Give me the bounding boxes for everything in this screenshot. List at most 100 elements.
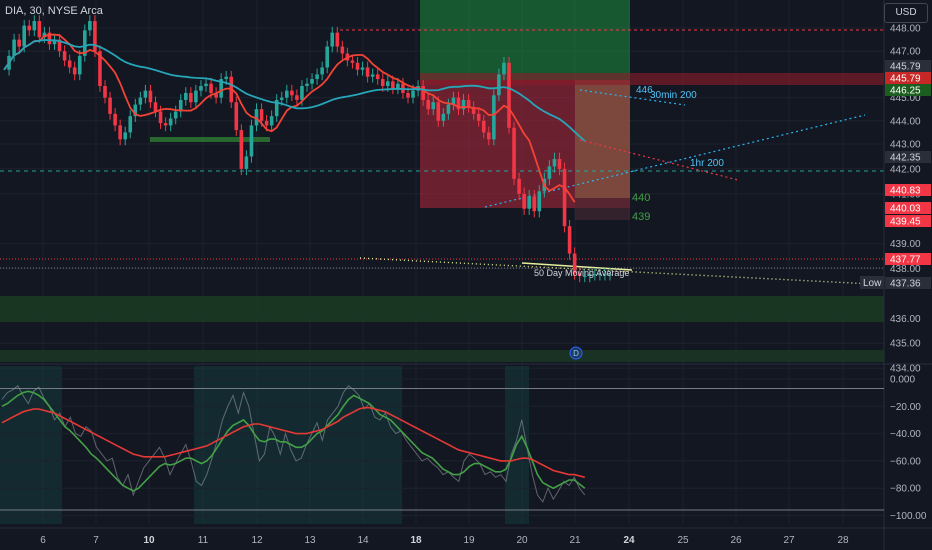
candle-body-100 xyxy=(507,62,511,128)
candle-body-54 xyxy=(274,99,279,117)
osc-band-0 xyxy=(0,366,62,524)
price-tick-1: 447.00 xyxy=(890,47,921,58)
osc-tick-0: 0.000 xyxy=(890,375,915,386)
candle-body-16 xyxy=(83,30,87,56)
price-tick-3: 444.00 xyxy=(890,116,921,127)
candle-body-18 xyxy=(93,21,97,52)
currency-button[interactable]: USD xyxy=(884,3,928,23)
time-tick-9: 20 xyxy=(516,535,528,546)
trendline-yellow xyxy=(359,257,873,285)
time-tick-6: 14 xyxy=(357,535,369,546)
candle-body-32 xyxy=(163,123,168,126)
candle-body-36 xyxy=(184,92,188,100)
time-tick-7: 18 xyxy=(410,535,422,546)
candle-body-115 xyxy=(582,275,587,277)
candle-body-19 xyxy=(98,51,102,86)
time-tick-10: 21 xyxy=(569,535,581,546)
price-tag-bg-7 xyxy=(885,253,931,265)
low-label-bg xyxy=(860,276,884,289)
support-strip xyxy=(150,137,270,142)
candle-body-104 xyxy=(527,196,531,209)
ma50-line xyxy=(521,262,633,271)
candle-body-42 xyxy=(214,92,218,98)
candle-body-15 xyxy=(77,55,82,75)
candle-body-46 xyxy=(234,102,239,131)
candle-body-120 xyxy=(608,274,612,276)
candle-body-65 xyxy=(330,32,335,47)
candle-body-44 xyxy=(224,76,228,80)
candle-body-70 xyxy=(355,62,360,70)
candle-body-6 xyxy=(32,21,37,31)
candle-body-8 xyxy=(42,32,47,38)
ma-teal-line xyxy=(3,38,586,142)
price-tag-1: 445.79 xyxy=(890,74,921,85)
price-tag-7: 437.77 xyxy=(890,255,921,266)
chart-text-2: 1hr 200 xyxy=(690,158,724,169)
candle-body-22 xyxy=(113,113,117,126)
osc-tick-5: −100.00 xyxy=(890,511,927,522)
candle-body-119 xyxy=(603,274,607,276)
candle-body-66 xyxy=(335,32,340,47)
price-tick-4: 443.00 xyxy=(890,140,921,151)
candle-body-96 xyxy=(487,132,491,140)
candle-body-57 xyxy=(290,90,294,96)
candle-body-43 xyxy=(219,79,223,98)
candle-body-94 xyxy=(476,113,481,121)
osc-series-1 xyxy=(1,390,586,492)
candle-body-17 xyxy=(88,21,92,31)
price-tag-bg-8 xyxy=(885,277,931,289)
candle-body-88 xyxy=(446,104,451,114)
support-band-2 xyxy=(0,350,884,362)
candle-body-39 xyxy=(199,86,203,91)
candle-body-34 xyxy=(173,111,178,119)
time-tick-3: 11 xyxy=(198,535,209,546)
time-tick-15: 28 xyxy=(837,535,849,546)
price-tag-bg-6 xyxy=(885,215,931,227)
osc-tick-3: −60.00 xyxy=(890,456,921,467)
candle-body-93 xyxy=(471,106,476,114)
candle-body-9 xyxy=(47,32,52,45)
price-tag-bg-1 xyxy=(885,72,931,84)
time-tick-5: 13 xyxy=(304,535,316,546)
candle-body-89 xyxy=(451,97,456,105)
time-tick-14: 27 xyxy=(783,535,795,546)
price-tag-3: 442.35 xyxy=(890,153,921,164)
price-tag-6: 439.45 xyxy=(890,217,921,228)
price-tag-2: 446.25 xyxy=(890,86,921,97)
candle-body-76 xyxy=(386,81,390,86)
candle-body-77 xyxy=(391,81,395,89)
candle-body-56 xyxy=(285,90,289,98)
candle-body-5 xyxy=(27,25,32,31)
price-tag-0: 445.79 xyxy=(890,62,921,73)
candle-body-73 xyxy=(370,74,375,77)
chart-text-4: 439 xyxy=(632,211,650,223)
candle-body-62 xyxy=(315,74,319,80)
candle-body-21 xyxy=(108,97,112,114)
price-tick-5: 442.00 xyxy=(890,164,921,175)
time-tick-4: 12 xyxy=(251,535,263,546)
price-tick-8: 438.00 xyxy=(890,264,921,275)
trendline-red xyxy=(579,139,739,181)
candle-body-81 xyxy=(411,90,415,98)
candle-body-33 xyxy=(168,118,173,126)
candle-body-103 xyxy=(522,193,526,209)
long-zone-green xyxy=(420,0,630,80)
candle-body-74 xyxy=(375,74,380,80)
osc-tick-2: −40.00 xyxy=(890,429,921,440)
price-tag-5: 440.03 xyxy=(890,204,921,215)
candle-body-91 xyxy=(461,99,466,110)
low-label: Low xyxy=(863,278,882,289)
candle-body-101 xyxy=(512,127,516,179)
candle-body-80 xyxy=(406,92,410,98)
candle-body-117 xyxy=(593,274,597,276)
candle-body-71 xyxy=(360,67,365,70)
candle-body-35 xyxy=(178,99,183,112)
candle-body-102 xyxy=(517,178,521,194)
candle-body-105 xyxy=(532,196,537,212)
price-tag-bg-0 xyxy=(885,60,931,72)
candle-body-116 xyxy=(588,274,592,276)
chart-text-5: 50 Day Moving Average xyxy=(534,268,629,278)
resistance-band xyxy=(420,73,884,85)
candle-body-52 xyxy=(264,120,269,126)
